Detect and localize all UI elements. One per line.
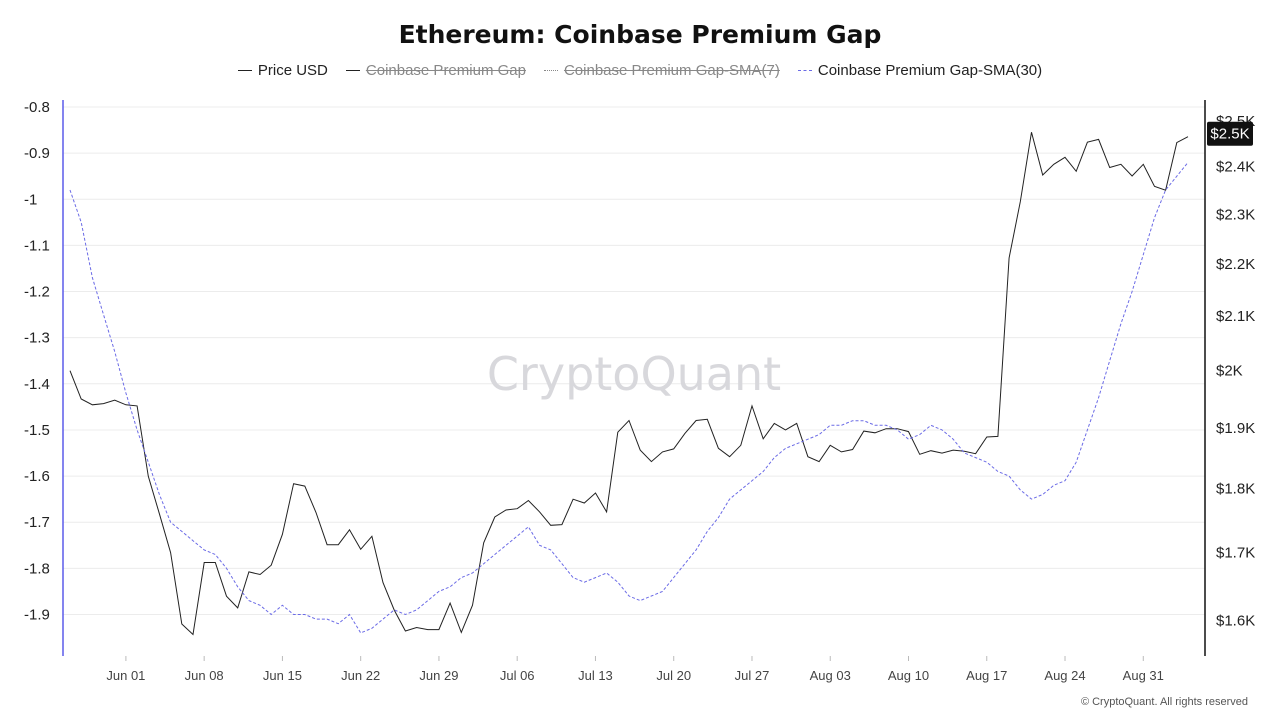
legend-swatch-dotted-icon [543,70,558,71]
copyright-footer: © CryptoQuant. All rights reserved [1080,696,1248,708]
x-tick-label: Jun 01 [106,668,145,683]
left-tick-label: -1 [24,191,37,208]
series-line-premium-gap-sma30[interactable] [69,162,1189,634]
legend-item-premium-gap-sma7[interactable]: Coinbase Premium Gap-SMA(7) [543,62,780,79]
legend: Price USD Coinbase Premium Gap Coinbase … [0,62,1280,79]
left-tick-label: -0.8 [24,99,50,116]
right-axis: $2.5K $2.4K $2.3K $2.2K $2.1K $2K $1.9K $1.8K $1… [1204,100,1255,656]
watermark: CryptoQuant [487,347,781,401]
x-tick-label: Jun 22 [341,668,380,683]
right-tick-label: $1.8K [1216,481,1255,498]
left-tick-label: -1.6 [24,468,50,485]
legend-item-premium-gap-sma30[interactable]: Coinbase Premium Gap-SMA(30) [797,62,1043,79]
x-tick-label: Aug 03 [810,668,851,683]
x-tick-label: Jun 29 [419,668,458,683]
x-tick-label: Aug 24 [1044,668,1085,683]
left-tick-label: -1.4 [24,376,50,393]
left-tick-label: -0.9 [24,145,50,162]
right-tick-label: $1.7K [1216,545,1255,562]
left-tick-label: -1.7 [24,514,50,531]
legend-swatch-solid-icon [237,70,252,71]
left-axis: -0.8 -0.9 -1 -1.1 -1.2 -1.3 -1.4 -1.5 -1.6 -1.7 -1… [24,99,64,656]
x-tick-label: Jun 15 [263,668,302,683]
right-tick-label: $1.9K [1216,420,1255,437]
legend-label: Price USD [257,62,328,79]
legend-swatch-solid-icon [345,70,360,71]
left-tick-label: -1.9 [24,606,50,623]
price-badge-box [1207,121,1253,146]
right-tick-label: $2.3K [1216,206,1255,223]
legend-label: Coinbase Premium Gap-SMA(7) [563,62,780,79]
x-tick-label: Aug 17 [966,668,1007,683]
right-tick-label: $2.4K [1216,159,1255,176]
legend-label: Coinbase Premium Gap [365,62,526,79]
x-tick-label: Jun 08 [185,668,224,683]
grid-layer [63,106,1205,615]
chart-title: Ethereum: Coinbase Premium Gap [398,20,882,49]
current-price-badge: $2.5K [1207,121,1253,146]
x-tick-label: Jul 27 [735,668,770,683]
x-tick-label: Jul 13 [578,668,613,683]
series-layer [69,132,1189,636]
legend-item-price-usd[interactable]: Price USD [237,62,328,79]
x-tick-label: Jul 20 [656,668,691,683]
right-tick-label: $1.6K [1216,612,1255,629]
x-tick-label: Jul 06 [500,668,535,683]
left-tick-label: -1.3 [24,330,50,347]
right-tick-label: $2K [1216,363,1243,380]
left-tick-label: -1.1 [24,237,50,254]
right-tick-label: $2.1K [1216,308,1255,325]
left-tick-label: -1.8 [24,560,50,577]
x-tick-label: Aug 31 [1123,668,1164,683]
legend-swatch-dashed-icon [797,70,812,71]
left-tick-label: -1.2 [24,284,50,301]
legend-label: Coinbase Premium Gap-SMA(30) [817,62,1043,79]
x-axis: Jun 01 Jun 08 Jun 15 Jun 22 Jun 29 Jul 06 Jul … [106,656,1164,683]
legend-item-coinbase-premium-gap[interactable]: Coinbase Premium Gap [345,62,526,79]
right-tick-label: $2.2K [1216,256,1255,273]
x-tick-label: Aug 10 [888,668,929,683]
price-badge-label: $2.5K [1210,126,1249,143]
series-line-price-usd[interactable] [69,132,1189,636]
left-tick-label: -1.5 [24,422,50,439]
